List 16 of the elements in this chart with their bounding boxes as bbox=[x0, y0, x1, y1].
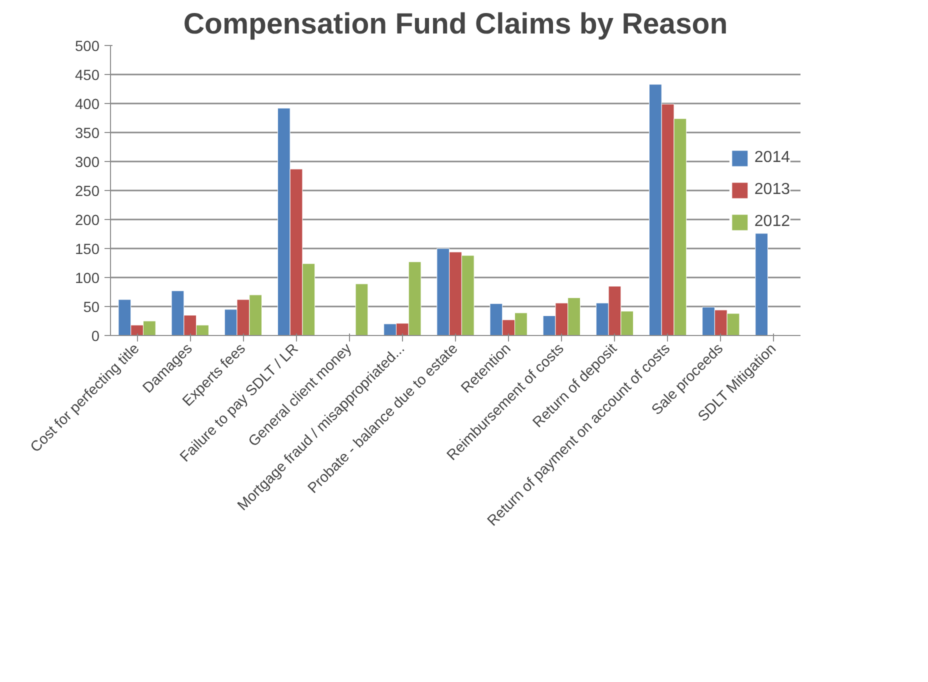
y-tick-label: 100 bbox=[75, 271, 100, 287]
y-tick-label: 50 bbox=[83, 300, 100, 316]
y-tick-label: 450 bbox=[75, 68, 100, 84]
legend-label: 2012 bbox=[754, 213, 790, 231]
y-tick-label: 500 bbox=[75, 39, 100, 55]
y-tick-label: 150 bbox=[75, 242, 100, 258]
bar bbox=[355, 284, 368, 336]
chart-title: Compensation Fund Claims by Reason bbox=[183, 8, 728, 40]
y-tick-label: 0 bbox=[91, 329, 100, 345]
y-tick-label: 400 bbox=[75, 97, 100, 113]
y-tick-label: 300 bbox=[75, 155, 100, 171]
y-tick-label: 200 bbox=[75, 213, 100, 229]
legend-label: 2014 bbox=[754, 149, 790, 167]
y-tick-label: 350 bbox=[75, 126, 100, 142]
y-tick-label: 250 bbox=[75, 184, 100, 200]
legend-label: 2013 bbox=[754, 181, 790, 199]
